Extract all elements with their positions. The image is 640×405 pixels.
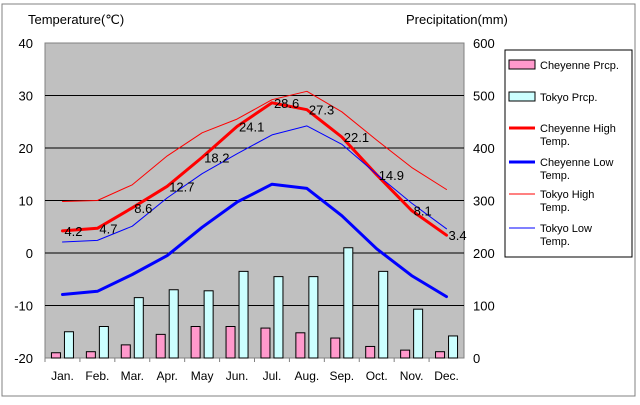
precip-bar: [155, 333, 166, 359]
x-tick-label: Mar.: [121, 369, 144, 383]
precip-bar: [343, 247, 354, 359]
x-tick-label: Jan.: [51, 369, 74, 383]
x-tick-label: Aug.: [295, 369, 320, 383]
x-tick-label: Oct.: [366, 369, 388, 383]
legend-label: Temp.: [540, 202, 570, 214]
precip-bar: [98, 326, 109, 359]
legend-swatch: [508, 91, 536, 102]
left-tick-label: 10: [19, 194, 33, 209]
x-tick-label: Sep.: [329, 369, 354, 383]
precip-bar: [448, 335, 459, 359]
precip-bar: [260, 327, 271, 359]
legend-label: Cheyenne Prcp.: [540, 60, 619, 72]
legend-label: Tokyo Prcp.: [540, 92, 597, 104]
right-tick-label: 600: [473, 36, 495, 51]
x-tick-label: Feb.: [85, 369, 109, 383]
data-label: 4.7: [99, 221, 117, 236]
left-tick-label: -20: [14, 351, 33, 366]
precip-bar: [413, 308, 424, 359]
right-tick-label: 0: [473, 351, 480, 366]
precip-bar: [330, 337, 341, 359]
temp-line: [61, 101, 448, 237]
data-label: 4.2: [64, 224, 82, 239]
left-axis-title: Temperature(℃): [28, 12, 124, 27]
precip-bar: [400, 349, 411, 359]
precip-bar: [168, 289, 179, 359]
temp-line: [62, 125, 447, 243]
data-labels: 4.2 4.7 8.6 12.7 18.2 24.1 28.6 27.3 22.1 14.9 8.1…: [64, 96, 466, 243]
x-tick-label: Nov.: [400, 369, 424, 383]
precip-bar: [435, 351, 446, 359]
precip-bar: [295, 332, 306, 359]
data-label: 22.1: [344, 130, 369, 145]
temp-line: [61, 182, 448, 299]
right-tick-label: 100: [473, 299, 495, 314]
legend-label: Temp.: [540, 136, 570, 148]
legend-label: Temp.: [540, 236, 570, 248]
data-label: 24.1: [239, 119, 264, 134]
legend: Cheyenne Prcp.Tokyo Prcp.Cheyenne HighTe…: [504, 49, 633, 258]
data-label: 8.6: [134, 201, 152, 216]
precipitation-bars: [50, 247, 459, 359]
x-tick-label: Dec.: [434, 369, 459, 383]
data-label: 28.6: [274, 96, 299, 111]
legend-label: Temp.: [540, 170, 570, 182]
precip-bar: [63, 331, 74, 359]
x-tick-label: Jun.: [226, 369, 249, 383]
precip-bar: [378, 270, 389, 359]
right-tick-label: 400: [473, 141, 495, 156]
data-label: 8.1: [414, 203, 432, 218]
data-label: 18.2: [204, 150, 229, 165]
left-tick-label: 20: [19, 141, 33, 156]
left-tick-label: 40: [19, 36, 33, 51]
right-tick-label: 300: [473, 194, 495, 209]
grid-lines: [45, 95, 464, 306]
data-label: 14.9: [379, 168, 404, 183]
right-axis-title: Precipitation(mm): [406, 12, 508, 27]
temperature-lines: [61, 90, 448, 299]
x-tick-label: Apr.: [157, 369, 178, 383]
legend-box: [504, 49, 633, 258]
precip-bar: [133, 297, 144, 359]
x-tick-label: May: [191, 369, 214, 383]
data-label: 3.4: [449, 228, 467, 243]
precip-bar: [238, 270, 249, 359]
precip-bar: [365, 345, 376, 359]
legend-label: Cheyenne High: [540, 123, 616, 135]
precip-bar: [85, 351, 96, 359]
legend-swatch: [508, 59, 536, 70]
legend-label: Tokyo Low: [540, 223, 592, 235]
left-tick-label: 0: [26, 246, 33, 261]
right-tick-label: 500: [473, 89, 495, 104]
precip-bar: [120, 344, 131, 359]
precip-bar: [273, 276, 284, 359]
precip-bar: [308, 276, 319, 359]
temp-line: [62, 90, 447, 202]
precip-bar: [225, 326, 236, 359]
precip-bar: [190, 326, 201, 359]
precip-bar: [203, 290, 214, 359]
data-label: 27.3: [309, 103, 334, 118]
legend-label: Tokyo High: [540, 189, 594, 201]
data-label: 12.7: [169, 179, 194, 194]
precip-bar: [50, 352, 61, 359]
right-tick-label: 200: [473, 246, 495, 261]
legend-label: Cheyenne Low: [540, 157, 613, 169]
left-tick-label: 30: [19, 89, 33, 104]
x-tick-label: Jul.: [263, 369, 282, 383]
left-tick-label: -10: [14, 299, 33, 314]
